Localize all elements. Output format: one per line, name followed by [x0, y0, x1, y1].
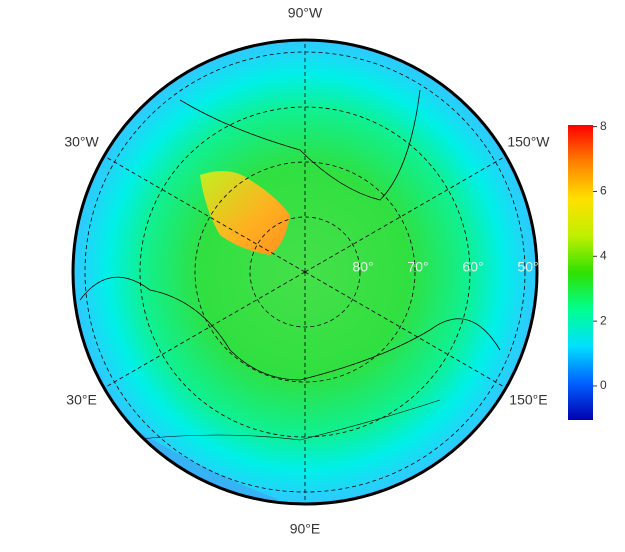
colorbar-tick-label: 0 [600, 378, 607, 392]
colorbar-tick-label: 2 [600, 313, 607, 327]
parallel [194, 161, 416, 383]
longitude-label: 90°E [290, 521, 321, 537]
parallel [84, 51, 526, 493]
colorbar [568, 125, 593, 420]
latitude-label: 60° [462, 259, 483, 275]
longitude-label: 150°E [509, 392, 547, 408]
longitude-label: 30°E [66, 392, 97, 408]
latitude-label: 50° [517, 259, 538, 275]
latitude-label: 70° [407, 259, 428, 275]
meridian [304, 271, 507, 389]
longitude-label: 90°W [288, 5, 323, 21]
colorbar-tick-label: 4 [600, 248, 607, 262]
parallel [139, 106, 471, 438]
longitude-label: 30°W [64, 134, 99, 150]
latitude-label: 80° [352, 259, 373, 275]
colorbar-tick-label: 8 [600, 119, 607, 133]
meridian [103, 155, 306, 273]
meridian [103, 271, 306, 389]
parallel [249, 216, 361, 328]
longitude-label: 150°W [507, 134, 550, 150]
meridian [304, 155, 507, 273]
greenland [200, 171, 290, 255]
colorbar-tick-label: 6 [600, 184, 607, 198]
